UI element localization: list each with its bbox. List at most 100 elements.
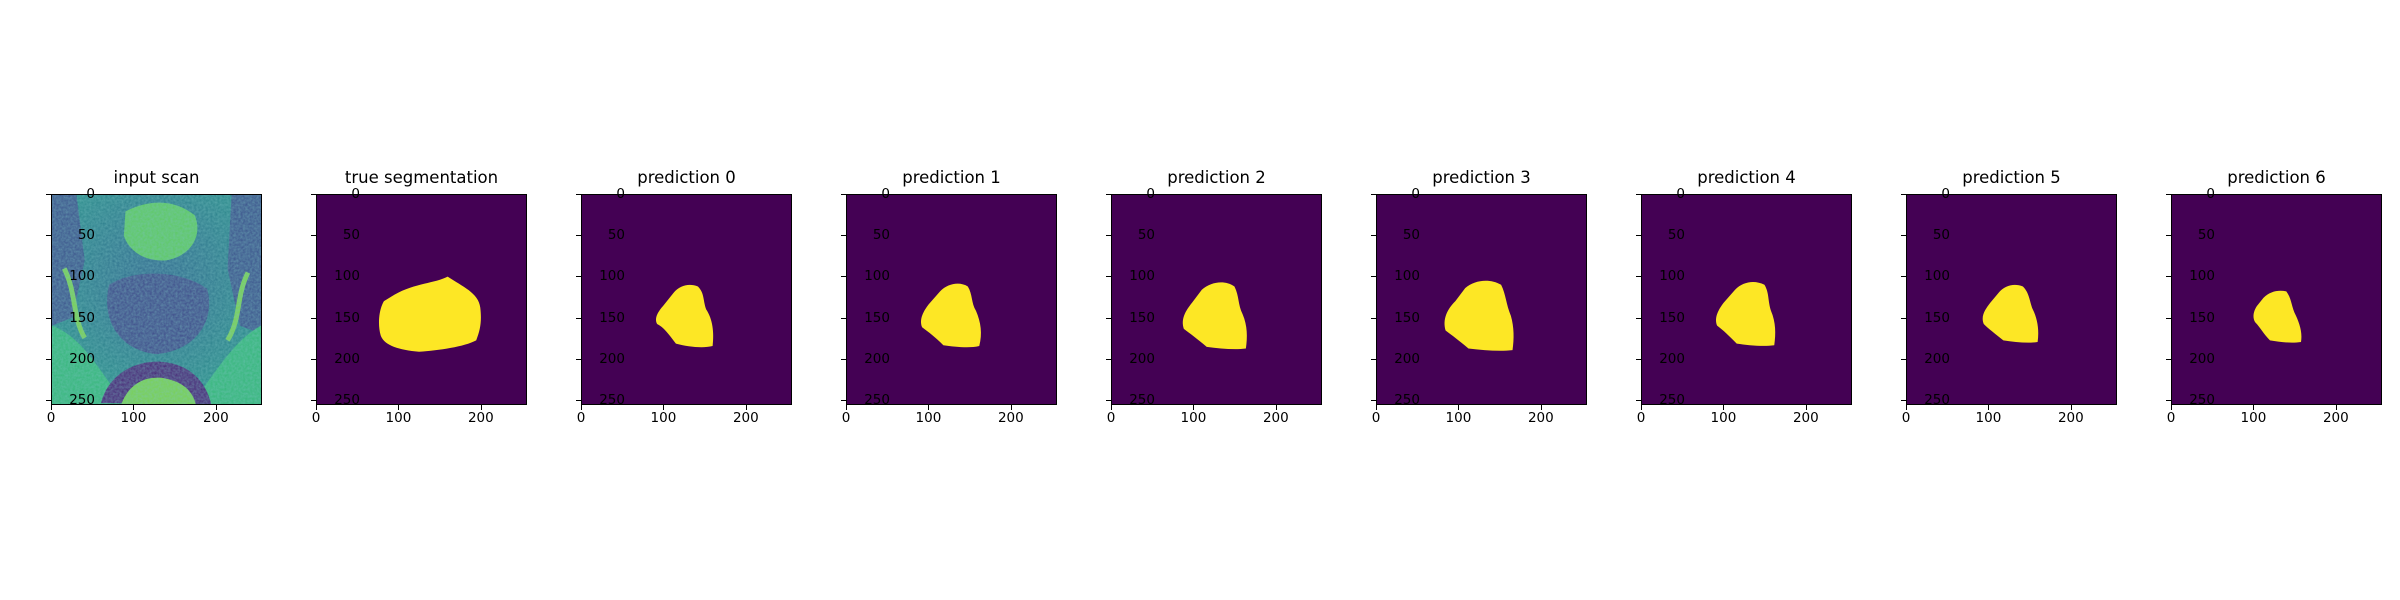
y-tick-label: 50: [2197, 227, 2215, 244]
image-panel: prediction 4 0 50 100 150 200 250 0 100 200: [1636, 150, 1903, 440]
image-panel: input scan 0 50 100 150 200 250 0 100 200: [46, 150, 313, 440]
y-tick-label: 100: [599, 268, 625, 285]
x-tick-label: 200: [202, 410, 229, 426]
y-tick-mark: [46, 400, 51, 402]
y-tick-label: 0: [881, 186, 890, 202]
y-tick-mark: [46, 194, 51, 195]
x-tick-mark: [215, 405, 217, 410]
x-tick-mark: [2070, 405, 2072, 410]
x-tick-label: 100: [1710, 410, 1737, 426]
x-tick-label: 200: [1527, 410, 1554, 426]
y-tick-mark: [576, 235, 581, 237]
x-tick-label: 200: [2322, 410, 2349, 426]
x-tick-mark: [2335, 405, 2337, 410]
y-tick-label: 250: [599, 392, 625, 409]
segmented-region: [378, 276, 481, 352]
y-tick-label: 100: [1129, 268, 1155, 285]
y-tick-label: 200: [2189, 350, 2215, 367]
x-tick-label: 200: [2057, 410, 2084, 426]
y-tick-label: 0: [1676, 186, 1685, 202]
y-tick-mark: [841, 358, 846, 360]
y-tick-mark: [576, 276, 581, 278]
y-tick-mark: [311, 317, 316, 319]
x-tick-mark: [745, 405, 747, 410]
y-tick-mark: [1636, 235, 1641, 237]
segmentation-mask-image: [1642, 195, 1851, 404]
x-tick-label: 100: [650, 410, 677, 426]
y-tick-mark: [1901, 235, 1906, 237]
x-tick-label: 0: [1636, 410, 1646, 426]
x-tick-mark: [1906, 405, 1907, 410]
x-tick-label: 0: [576, 410, 586, 426]
y-tick-mark: [576, 317, 581, 319]
segmentation-mask-image: [1907, 195, 2116, 404]
x-tick-mark: [1723, 405, 1725, 410]
y-tick-mark: [576, 358, 581, 360]
x-tick-mark: [2171, 405, 2172, 410]
x-tick-label: 0: [1901, 410, 1911, 426]
x-tick-mark: [2253, 405, 2255, 410]
panel-title: prediction 4: [1697, 168, 1796, 187]
y-tick-label: 0: [2206, 186, 2215, 202]
y-tick-label: 250: [864, 392, 890, 409]
y-tick-mark: [1371, 400, 1376, 402]
x-tick-mark: [1641, 405, 1642, 410]
y-tick-label: 0: [1411, 186, 1420, 202]
y-tick-mark: [311, 276, 316, 278]
y-tick-mark: [841, 400, 846, 402]
x-tick-label: 0: [1106, 410, 1116, 426]
y-tick-mark: [1106, 235, 1111, 237]
y-tick-label: 200: [69, 350, 95, 367]
y-tick-label: 0: [86, 186, 95, 202]
x-tick-mark: [1010, 405, 1012, 410]
x-tick-label: 0: [841, 410, 851, 426]
segmentation-mask-image: [1377, 195, 1586, 404]
image-panel: prediction 6 0 50 100 150 200 250 0 100 200: [2166, 150, 2400, 440]
y-tick-label: 150: [1659, 309, 1685, 326]
image-panel: prediction 2 0 50 100 150 200 250 0 100 200: [1106, 150, 1373, 440]
x-tick-mark: [1275, 405, 1277, 410]
y-tick-label: 200: [599, 350, 625, 367]
x-tick-label: 100: [915, 410, 942, 426]
x-tick-label: 100: [1180, 410, 1207, 426]
y-tick-mark: [1106, 276, 1111, 278]
y-tick-label: 250: [1129, 392, 1155, 409]
x-tick-label: 0: [46, 410, 56, 426]
panel-title: prediction 0: [637, 168, 736, 187]
y-tick-mark: [1106, 194, 1111, 195]
y-tick-label: 100: [2189, 268, 2215, 285]
y-tick-mark: [1371, 235, 1376, 237]
segmented-region: [1182, 282, 1247, 350]
image-panel: prediction 1 0 50 100 150 200 250 0 100 200: [841, 150, 1108, 440]
x-tick-mark: [1376, 405, 1377, 410]
y-tick-mark: [841, 276, 846, 278]
y-tick-mark: [46, 235, 51, 237]
input-scan-image: [51, 194, 262, 405]
segmentation-mask-image: [847, 195, 1056, 404]
panel-title: prediction 2: [1167, 168, 1266, 187]
y-tick-label: 100: [334, 268, 360, 285]
y-tick-mark: [1636, 276, 1641, 278]
y-tick-mark: [311, 235, 316, 237]
segmented-region: [1716, 282, 1776, 346]
segmented-region: [921, 283, 981, 348]
y-tick-mark: [1901, 276, 1906, 278]
mask-image: [316, 194, 527, 405]
y-tick-mark: [46, 358, 51, 360]
y-tick-label: 100: [69, 268, 95, 285]
y-tick-label: 50: [607, 227, 625, 244]
x-tick-mark: [846, 405, 847, 410]
y-tick-mark: [1636, 400, 1641, 402]
y-tick-label: 200: [864, 350, 890, 367]
segmented-region: [1444, 280, 1514, 351]
y-tick-label: 100: [1659, 268, 1685, 285]
x-tick-label: 0: [1371, 410, 1381, 426]
y-tick-mark: [1371, 276, 1376, 278]
x-tick-mark: [316, 405, 317, 410]
y-tick-label: 150: [599, 309, 625, 326]
segmentation-mask-image: [317, 195, 526, 404]
y-tick-mark: [1371, 317, 1376, 319]
mask-image: [2171, 194, 2382, 405]
mask-image: [1376, 194, 1587, 405]
y-tick-mark: [2166, 276, 2171, 278]
